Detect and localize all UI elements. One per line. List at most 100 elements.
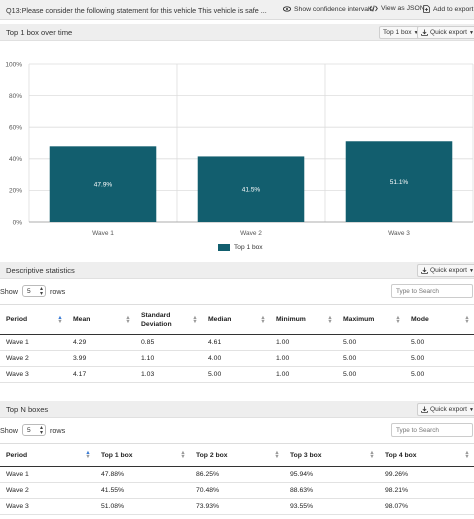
desc-col-header-label: Mean	[73, 316, 91, 323]
bar	[197, 156, 305, 222]
desc-col-header[interactable]: Standard Deviation ▲ ▼	[135, 304, 202, 335]
period-cell: Wave 3	[0, 366, 67, 383]
table-row: Wave 3 51.08% 73.93% 93.55% 98.07%	[0, 498, 474, 515]
sort-icon: ▲ ▼	[125, 314, 131, 325]
value-cell: 1.03	[135, 366, 202, 383]
download-icon	[421, 267, 428, 274]
topn-rows-select[interactable]: 5 ▴ ▾	[21, 424, 46, 436]
value-cell: 1.10	[135, 350, 202, 367]
topn-col-header[interactable]: Top 2 box ▲ ▼	[190, 443, 284, 467]
topn-col-header[interactable]: Top 4 box ▲ ▼	[379, 443, 474, 467]
desc-col-header[interactable]: Period ▲ ▼	[0, 304, 67, 335]
value-cell: 88.63%	[284, 482, 379, 499]
value-cell: 86.25%	[190, 466, 284, 483]
desc-col-header[interactable]: Minimum ▲ ▼	[270, 304, 337, 335]
value-cell: 1.00	[270, 366, 337, 383]
bar-value-label: 51.1%	[390, 179, 409, 186]
legend-label: Top 1 box	[234, 244, 263, 251]
updown-icon: ▴ ▾	[39, 425, 43, 436]
value-cell: 98.07%	[379, 498, 474, 515]
table-row: Wave 1 4.29 0.85 4.61 1.00 5.00 5.00	[0, 334, 474, 351]
bar-value-label: 41.5%	[242, 187, 261, 194]
x-tick-label: Wave 1	[92, 230, 114, 237]
desc-col-header[interactable]: Mean ▲ ▼	[67, 304, 135, 335]
bar-value-label: 47.9%	[94, 181, 113, 188]
sort-icon: ▲ ▼	[369, 450, 375, 460]
descriptive-stats-title: Descriptive statistics	[6, 266, 75, 275]
view-as-json-button[interactable]: View as JSON	[369, 5, 425, 12]
sort-icon: ▲ ▼	[395, 314, 401, 325]
updown-icon: ▴ ▾	[39, 286, 43, 297]
descriptive-stats-table: Period ▲ ▼ Mean ▲ ▼ Standard Deviation ▲ ▼ Median…	[0, 304, 474, 383]
show-label: Show	[0, 286, 18, 296]
topn-title: Top N boxes	[6, 405, 49, 414]
value-cell: 4.61	[202, 334, 270, 351]
value-cell: 5.00	[405, 366, 474, 383]
topn-col-header[interactable]: Period ▲ ▼	[0, 443, 95, 467]
chart-legend[interactable]: Top 1 box	[218, 244, 263, 251]
chart-quick-export-button[interactable]: Quick export ▼	[417, 26, 474, 39]
sort-icon: ▲ ▼	[260, 314, 266, 325]
chart-section-title: Top 1 box over time	[6, 28, 73, 37]
topn-col-header[interactable]: Top 1 box ▲ ▼	[95, 443, 190, 467]
add-to-export-button[interactable]: Add to export	[423, 5, 473, 13]
desc-col-header[interactable]: Mode ▲ ▼	[405, 304, 474, 335]
period-cell: Wave 2	[0, 482, 95, 499]
topn-table: Period ▲ ▼ Top 1 box ▲ ▼ Top 2 box ▲ ▼ Top 3 box ▲…	[0, 443, 474, 515]
download-icon	[421, 406, 428, 413]
value-cell: 5.00	[405, 350, 474, 367]
desc-col-header[interactable]: Maximum ▲ ▼	[337, 304, 405, 335]
value-cell: 4.17	[67, 366, 135, 383]
caret-down-icon: ▼	[469, 29, 474, 36]
y-tick-label: 40%	[9, 156, 22, 163]
topn-col-header[interactable]: Top 3 box ▲ ▼	[284, 443, 379, 467]
y-tick-label: 80%	[9, 93, 22, 100]
topn-col-header-label: Top 4 box	[385, 451, 417, 459]
topn-header: Top N boxes Quick export ▼	[0, 401, 474, 418]
value-cell: 5.00	[337, 334, 405, 351]
measure-dropdown[interactable]: Top 1 box ▼	[379, 26, 423, 39]
desc-search-input[interactable]	[391, 284, 473, 298]
topn-col-header-label: Top 3 box	[290, 451, 322, 459]
download-icon	[421, 29, 428, 36]
desc-quick-export-button[interactable]: Quick export ▼	[417, 264, 474, 277]
sort-icon: ▲ ▼	[85, 450, 91, 460]
desc-col-header-label: Minimum	[276, 316, 306, 323]
sort-icon: ▲ ▼	[464, 450, 470, 460]
value-cell: 5.00	[202, 366, 270, 383]
table-row: Wave 2 41.55% 70.48% 88.63% 98.21%	[0, 482, 474, 499]
topn-search-input[interactable]	[391, 423, 473, 437]
value-cell: 4.29	[67, 334, 135, 351]
desc-rows-select[interactable]: 5 ▴ ▾	[21, 285, 46, 297]
bar	[345, 141, 453, 222]
table-row: Wave 2 3.99 1.10 4.00 1.00 5.00 5.00	[0, 350, 474, 367]
value-cell: 1.00	[270, 350, 337, 367]
value-cell: 95.94%	[284, 466, 379, 483]
x-tick-label: Wave 3	[388, 230, 410, 237]
value-cell: 99.26%	[379, 466, 474, 483]
rows-select-value: 5	[26, 426, 31, 434]
table-row: Wave 1 47.88% 86.25% 95.94% 99.26%	[0, 466, 474, 483]
desc-col-header-label: Mode	[411, 316, 429, 323]
topn-quick-export-button[interactable]: Quick export ▼	[417, 403, 474, 416]
show-confidence-intervals-button[interactable]: Show confidence intervals	[283, 5, 373, 13]
sort-icon: ▲ ▼	[327, 314, 333, 325]
value-cell: 73.93%	[190, 498, 284, 515]
topn-col-header-label: Top 2 box	[196, 451, 228, 459]
value-cell: 1.00	[270, 334, 337, 351]
rows-label: rows	[49, 425, 66, 435]
sort-icon: ▲ ▼	[192, 314, 198, 325]
descriptive-stats-header: Descriptive statistics Quick export ▼	[0, 262, 474, 279]
sort-icon: ▲ ▼	[274, 450, 280, 460]
desc-col-header-label: Maximum	[343, 316, 375, 323]
show-label: Show	[0, 425, 18, 435]
desc-col-header[interactable]: Median ▲ ▼	[202, 304, 270, 335]
question-toolbar: Q13:Please consider the following statem…	[0, 0, 474, 20]
show-ci-label: Show confidence intervals	[294, 5, 373, 13]
legend-swatch	[218, 244, 230, 251]
sort-icon: ▲ ▼	[180, 450, 186, 460]
value-cell: 4.00	[202, 350, 270, 367]
value-cell: 0.85	[135, 334, 202, 351]
y-tick-label: 100%	[5, 61, 22, 68]
desc-col-header-label: Period	[6, 316, 28, 323]
